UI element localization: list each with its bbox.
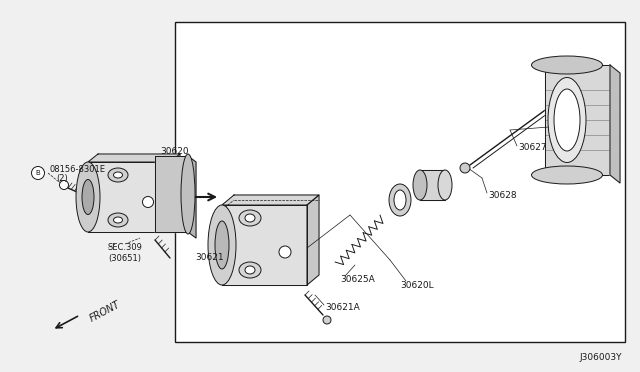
- Ellipse shape: [245, 214, 255, 222]
- Ellipse shape: [279, 246, 291, 258]
- Ellipse shape: [181, 154, 195, 234]
- Ellipse shape: [438, 170, 452, 200]
- Text: 08156-8301E: 08156-8301E: [49, 164, 105, 173]
- Polygon shape: [222, 195, 319, 205]
- Ellipse shape: [208, 205, 236, 285]
- Text: 30628: 30628: [488, 190, 516, 199]
- Ellipse shape: [239, 262, 261, 278]
- Text: 30627: 30627: [518, 144, 547, 153]
- Text: SEC.309: SEC.309: [108, 244, 143, 253]
- Text: 30621A: 30621A: [325, 304, 360, 312]
- Ellipse shape: [239, 210, 261, 226]
- Ellipse shape: [554, 89, 580, 151]
- Text: 30620L: 30620L: [400, 280, 434, 289]
- Ellipse shape: [113, 172, 122, 178]
- Text: 30620: 30620: [160, 148, 189, 157]
- Ellipse shape: [143, 196, 154, 208]
- Polygon shape: [155, 156, 188, 232]
- Polygon shape: [188, 156, 196, 238]
- Ellipse shape: [389, 184, 411, 216]
- Text: 30625A: 30625A: [340, 276, 375, 285]
- Bar: [175, 22, 625, 342]
- Text: (2): (2): [56, 174, 68, 183]
- Ellipse shape: [394, 190, 406, 210]
- Ellipse shape: [548, 77, 586, 163]
- Ellipse shape: [108, 168, 128, 182]
- Text: B: B: [36, 170, 40, 176]
- Text: J306003Y: J306003Y: [579, 353, 622, 362]
- Polygon shape: [222, 205, 307, 285]
- Polygon shape: [88, 154, 180, 162]
- Ellipse shape: [413, 170, 427, 200]
- Text: (30651): (30651): [108, 253, 141, 263]
- Ellipse shape: [215, 221, 229, 269]
- Text: 30621: 30621: [195, 253, 223, 263]
- Polygon shape: [545, 65, 610, 175]
- Ellipse shape: [31, 167, 45, 180]
- Ellipse shape: [113, 217, 122, 223]
- Ellipse shape: [460, 163, 470, 173]
- Polygon shape: [307, 195, 319, 285]
- Text: FRONT: FRONT: [88, 300, 122, 324]
- Ellipse shape: [76, 162, 100, 232]
- Ellipse shape: [323, 316, 331, 324]
- Ellipse shape: [82, 180, 94, 215]
- Ellipse shape: [531, 56, 602, 74]
- Ellipse shape: [531, 166, 602, 184]
- Ellipse shape: [245, 266, 255, 274]
- Polygon shape: [88, 162, 170, 232]
- Polygon shape: [420, 170, 445, 200]
- Ellipse shape: [108, 213, 128, 227]
- Polygon shape: [170, 154, 180, 232]
- Polygon shape: [610, 65, 620, 183]
- Ellipse shape: [60, 180, 68, 189]
